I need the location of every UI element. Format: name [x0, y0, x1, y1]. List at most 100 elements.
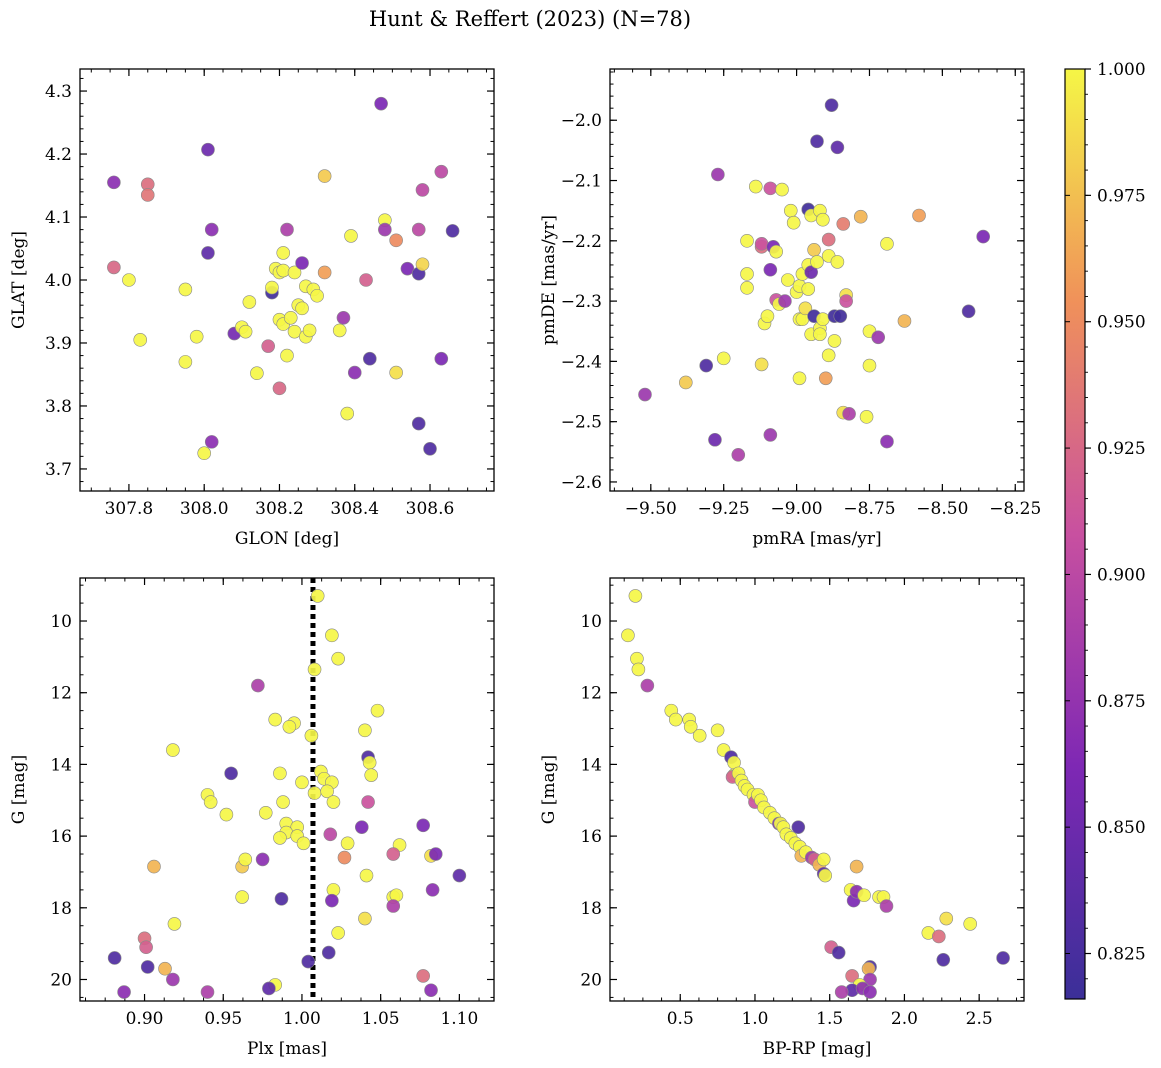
data-point: [242, 295, 257, 309]
data-point: [166, 972, 180, 987]
data-point: [340, 836, 355, 851]
x-tick-label: 0.5: [667, 1009, 694, 1029]
data-point: [711, 167, 725, 182]
y-axis-label: GLAT [deg]: [9, 231, 29, 329]
data-point: [302, 323, 317, 338]
y-tick-label: 3.8: [45, 397, 72, 417]
data-point: [416, 818, 430, 833]
data-point: [107, 260, 121, 275]
data-point: [831, 945, 846, 960]
y-tick-label: 18: [50, 899, 72, 919]
data-point: [295, 775, 309, 790]
data-point: [147, 859, 161, 874]
x-tick-label: 308.2: [255, 499, 304, 519]
x-tick-label: −9.00: [771, 499, 823, 519]
data-point: [740, 234, 754, 248]
colorbar-tick-label: 0.875: [1097, 692, 1146, 712]
data-point: [936, 952, 951, 967]
y-tick-label: 3.9: [45, 334, 72, 354]
y-axis-label: G [mag]: [539, 755, 559, 824]
y-tick-label: 12: [50, 684, 72, 704]
data-point: [359, 273, 373, 287]
data-point: [801, 282, 816, 296]
x-tick-label: 308.6: [406, 499, 455, 519]
data-point: [238, 324, 253, 339]
y-tick-label: −2.4: [561, 352, 602, 372]
scatter-points: [107, 96, 460, 461]
data-point: [295, 256, 309, 270]
data-point: [638, 387, 652, 402]
data-point: [830, 140, 845, 155]
data-point: [668, 712, 683, 727]
data-point: [331, 651, 345, 666]
x-tick-label: 1.00: [283, 1009, 321, 1029]
data-point: [428, 847, 443, 861]
axes-frame: [79, 68, 495, 492]
data-point: [839, 294, 853, 308]
data-point: [200, 985, 215, 999]
x-tick-label: 307.8: [105, 499, 154, 519]
scatter-points: [638, 98, 990, 462]
data-point: [621, 628, 635, 643]
axes-frame: [609, 68, 1025, 492]
data-point: [378, 222, 392, 237]
data-point: [415, 257, 430, 272]
data-point: [203, 795, 218, 809]
data-point: [287, 265, 302, 280]
x-axis-label: BP-RP [mag]: [763, 1039, 872, 1059]
data-point: [166, 743, 180, 757]
data-point: [310, 288, 324, 303]
data-point: [107, 951, 122, 965]
data-point: [197, 446, 211, 461]
colorbar-tick-label: 0.900: [1097, 565, 1146, 585]
data-point: [976, 229, 990, 244]
data-point: [224, 766, 238, 781]
data-point: [932, 929, 946, 944]
data-point: [347, 365, 362, 380]
data-point: [411, 222, 426, 237]
data-point: [140, 960, 155, 974]
data-point: [276, 263, 291, 278]
x-tick-label: −8.25: [989, 499, 1041, 519]
data-point: [424, 983, 438, 998]
data-point: [389, 233, 403, 248]
data-point: [628, 589, 643, 603]
data-point: [816, 212, 830, 227]
data-point: [824, 98, 839, 112]
scatter-points: [621, 589, 1010, 999]
x-tick-label: 1.10: [440, 1009, 478, 1029]
data-point: [167, 917, 182, 931]
data-point: [374, 96, 388, 111]
data-point: [754, 357, 769, 372]
y-tick-label: −2.5: [561, 413, 602, 433]
data-point: [235, 890, 249, 904]
y-tick-label: 14: [580, 755, 602, 775]
data-point: [679, 375, 693, 390]
data-point: [416, 969, 430, 983]
data-point: [310, 589, 325, 603]
data-point: [912, 208, 926, 223]
data-point: [791, 820, 806, 834]
data-point: [370, 703, 385, 718]
data-point: [816, 312, 830, 326]
y-tick-label: 20: [580, 970, 602, 990]
data-point: [362, 755, 377, 770]
data-point: [818, 868, 833, 883]
x-tick-label: −8.50: [916, 499, 968, 519]
colorbar-tick-label: 0.825: [1097, 945, 1146, 965]
x-tick-label: 0.90: [126, 1009, 164, 1029]
data-point: [178, 355, 193, 369]
data-point: [255, 852, 270, 867]
data-point: [411, 416, 426, 431]
data-point: [320, 784, 334, 799]
data-point: [323, 827, 338, 842]
data-point: [262, 981, 276, 996]
data-point: [763, 181, 778, 196]
data-point: [295, 301, 309, 316]
data-point: [204, 222, 219, 237]
y-tick-label: 10: [580, 612, 602, 632]
data-point: [361, 795, 375, 809]
data-point: [807, 243, 821, 257]
data-point: [731, 448, 746, 462]
colorbar-gradient: [1064, 68, 1086, 1000]
